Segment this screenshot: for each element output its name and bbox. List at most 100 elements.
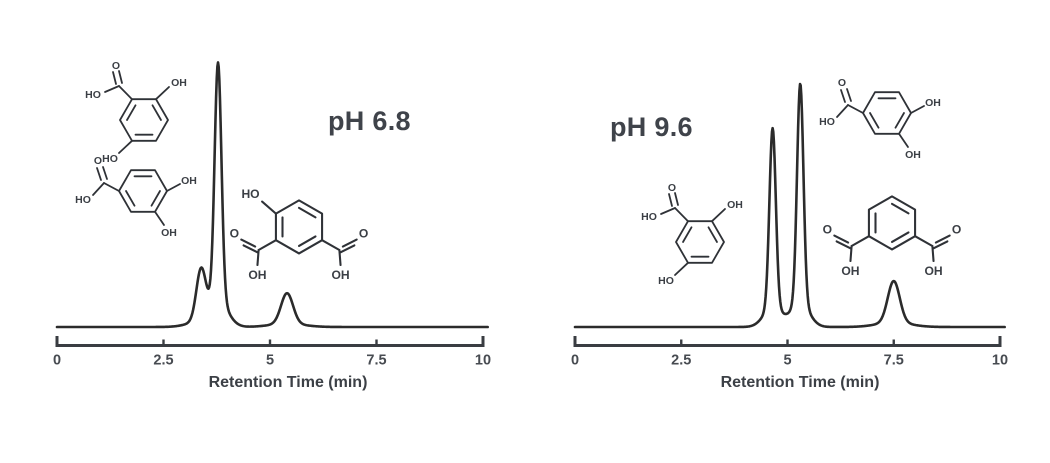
x-tick-label: 10 [992,353,1008,369]
bond [166,183,181,192]
acid-hydroxyl-label: OH [841,264,859,278]
bond [321,239,341,252]
aromatic-bond [894,112,905,129]
x-axis-title-left: Retention Time (min) [208,374,368,391]
carbonyl-double-bond [840,89,846,103]
carbonyl-oxygen-label: O [359,226,368,240]
x-tick-label: 7.5 [366,353,386,369]
carbonyl-double-bond [668,193,673,207]
x-tick-label: 5 [783,353,791,369]
carbonyl-double-bond [112,71,117,85]
acid-hydroxyl-label: HO [75,194,91,206]
bond [836,104,849,118]
molecule-isophthalic-acid-right: O OH O OH [823,195,961,278]
ring-hydroxyl-label: OH [925,97,941,109]
bond [104,85,120,93]
bond [910,105,925,114]
aromatic-bond [707,226,718,243]
carbonyl-double-bond [341,238,358,248]
benzene-ring [867,195,917,251]
carbonyl-oxygen-label: O [94,155,102,167]
carbonyl-oxygen-label: O [112,60,120,72]
bond [118,85,133,101]
aromatic-bond [890,202,910,215]
bond [660,207,676,215]
carbonyl-double-bond [102,166,108,180]
x-tick-label: 0 [571,353,579,369]
bond [931,244,935,263]
carbonyl-double-bond [934,234,951,244]
aromatic-bond [682,226,693,243]
bond [261,200,277,215]
carbonyl-oxygen-label: O [230,226,239,240]
bond [256,248,260,267]
molecule-25-dihydroxybenzoic-acid-left: O HO OH HO [85,60,187,165]
carbonyl-oxygen-label: O [668,182,676,194]
aromatic-bond [150,190,161,207]
ring-hydroxyl-label: OH [161,227,177,239]
ring-hydroxyl-label: OH [727,199,743,211]
molecule-4-hydroxyisophthalic-acid-left: HO O OH O OH [230,187,369,282]
carbonyl-double-bond [242,244,259,254]
carbonyl-oxygen-label: O [823,222,832,236]
x-tick-label: 2.5 [153,353,173,369]
chromatogram-panel-left: 0 2.5 5 7.5 10 [53,61,491,369]
acid-hydroxyl-label: HO [85,89,101,101]
bond [103,182,120,192]
chromatogram-panel-right: 0 2.5 5 7.5 10 [571,82,1008,369]
molecule-34-dihydroxybenzoic-acid-right: O HO OH OH [819,77,941,161]
acid-hydroxyl-label: OH [331,268,349,282]
bond [338,248,342,267]
bond [849,244,853,263]
aromatic-bond [297,206,317,219]
carbonyl-double-bond [846,88,852,102]
chromatogram-trace [55,61,489,329]
x-axis-title-right: Retention Time (min) [720,374,880,391]
aromatic-bond [297,235,317,247]
acid-hydroxyl-label: OH [248,268,266,282]
bond [257,239,277,252]
bond [92,182,105,196]
bond [155,86,170,101]
bond [154,210,165,226]
ring-hydroxyl-label: OH [181,175,197,187]
molecule-34-dihydroxybenzoic-acid-left: O HO OH OH [75,155,197,239]
carbonyl-oxygen-label: O [838,77,846,89]
acid-hydroxyl-label: HO [819,116,835,128]
bond [674,261,689,276]
carbonyl-double-bond [96,167,102,181]
carbonyl-double-bond [339,244,356,254]
acid-hydroxyl-label: OH [924,264,942,278]
carbonyl-double-bond [118,70,123,84]
bond [711,208,726,223]
ph-annotation-right: pH 9.6 [610,112,693,142]
acid-hydroxyl-label: HO [641,211,657,223]
bond [898,132,909,148]
x-tick-label: 7.5 [884,353,904,369]
carbonyl-double-bond [835,240,852,250]
x-tick-label: 5 [266,353,274,369]
aromatic-bond [151,104,162,121]
ring-hydroxyl-label: HO [102,153,118,165]
carbonyl-double-bond [674,192,679,206]
aromatic-bond [126,104,137,121]
carbonyl-double-bond [833,234,850,244]
chromatogram-trace [573,82,1006,329]
x-tick-label: 2.5 [671,353,691,369]
bond [914,235,934,248]
ring-hydroxyl-label: HO [658,275,674,287]
ring-hydroxyl-label: OH [905,149,921,161]
bond [674,207,689,223]
bond [850,235,870,248]
aromatic-bond [890,231,910,243]
ring-hydroxyl-label: OH [171,77,187,89]
carbonyl-double-bond [240,238,257,248]
molecule-25-dihydroxybenzoic-acid-right: O HO OH HO [641,182,743,287]
carbonyl-oxygen-label: O [952,222,961,236]
x-tick-label: 0 [53,353,61,369]
ph-annotation-left: pH 6.8 [328,106,411,136]
aromatic-bond [125,190,136,207]
bond [847,104,864,114]
